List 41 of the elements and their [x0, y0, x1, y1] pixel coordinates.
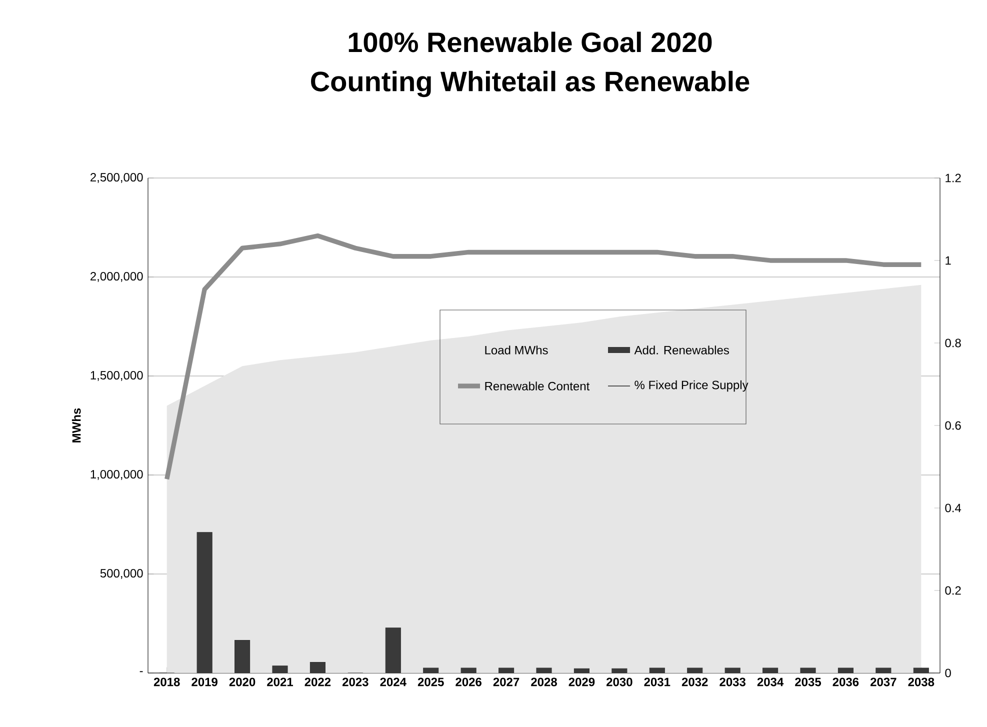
- series-label: Load MWhs: [485, 346, 548, 354]
- y-axis-title: MWhs: [72, 408, 81, 442]
- x-tick-label: 2031: [644, 678, 670, 686]
- x-tick-label: 2035: [795, 678, 822, 686]
- x-tick-label: 2020: [229, 678, 256, 686]
- x-tick-label: 2033: [720, 678, 746, 686]
- y2-tick-label: 0.6: [945, 421, 961, 430]
- y2-tick-label: 0.4: [945, 504, 962, 512]
- y2-tick-label: 0.8: [945, 338, 961, 348]
- x-tick-label: 2026: [456, 678, 482, 686]
- legend-label: Add. Renewables: [634, 346, 729, 354]
- x-tick-label: 2028: [531, 678, 557, 686]
- x-tick-label: 2036: [832, 678, 859, 686]
- x-tick-label: 2023: [342, 678, 368, 686]
- y-tick-label: 2,000,000: [90, 272, 143, 282]
- x-tick-label: 2032: [682, 678, 708, 686]
- chart-title: 100% Renewable Goal 2020: [348, 32, 712, 52]
- y-tick-label: 2,500,000: [90, 173, 143, 183]
- y-tick-label: -: [140, 671, 143, 672]
- y2-tick-label: 0.2: [945, 586, 961, 595]
- y2-tick-label: 1: [946, 256, 951, 265]
- x-tick-label: 2030: [606, 678, 632, 686]
- x-tick-label: 2027: [493, 678, 520, 686]
- x-tick-label: 2037: [870, 678, 896, 686]
- x-tick-label: 2021: [267, 678, 294, 686]
- y-tick-label: 500,000: [100, 569, 143, 579]
- x-tick-label: 2022: [304, 678, 331, 686]
- x-tick-label: 2034: [757, 678, 784, 686]
- y2-tick-label: 0: [945, 668, 951, 678]
- x-tick-label: 2038: [908, 678, 934, 686]
- x-tick-label: 2025: [418, 678, 444, 686]
- x-tick-label: 2019: [192, 678, 218, 686]
- x-tick-label: 2029: [568, 678, 595, 686]
- y-tick-label: 1,500,000: [90, 371, 143, 381]
- legend-label: Renewable Content: [485, 382, 590, 390]
- x-tick-label: 2018: [154, 678, 180, 686]
- y-tick-label: 1,000,000: [90, 470, 143, 480]
- x-tick-label: 2024: [380, 678, 406, 686]
- y2-tick-label: 1.2: [946, 174, 961, 182]
- chart-subtitle: Counting Whitetail as Renewable: [311, 70, 750, 98]
- legend-label: % Fixed Price Supply: [634, 380, 748, 392]
